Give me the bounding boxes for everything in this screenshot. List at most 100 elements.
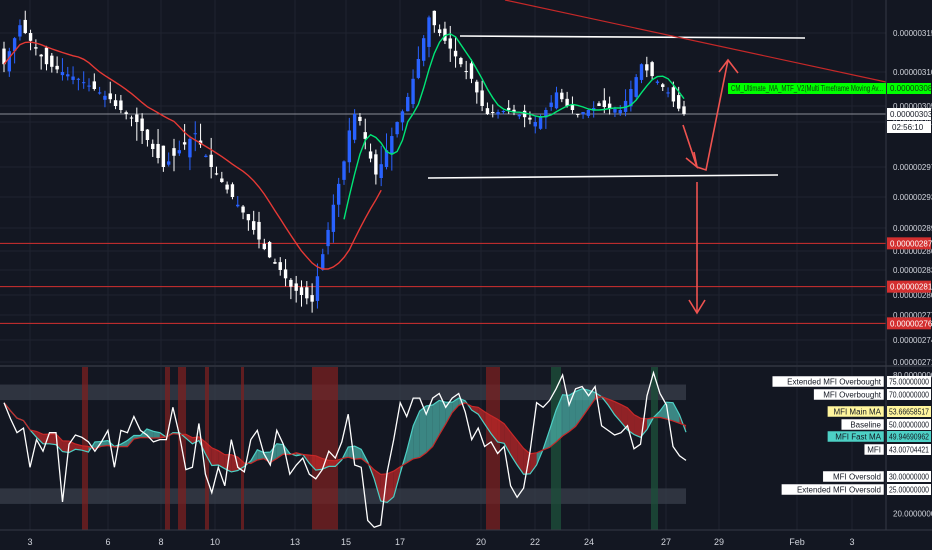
mfi-level-name-tag	[781, 483, 885, 496]
mfi-ribbon-segment	[426, 405, 433, 453]
candle-body	[262, 243, 267, 250]
candle-body	[193, 133, 197, 135]
price-tick-label: 0.00000286	[893, 247, 932, 256]
mfi-pane[interactable]	[3, 370, 687, 529]
candle-body	[321, 254, 325, 270]
mfi-level-value: 70.00000000	[889, 391, 929, 400]
mfi-ribbon-segment	[49, 433, 56, 445]
candle-body	[156, 143, 160, 158]
candle-body	[565, 98, 569, 106]
candle-body	[273, 262, 277, 264]
mfi-ribbon-segment	[419, 405, 427, 458]
mfi-level-name: Extended MFI Overbought	[787, 378, 882, 387]
candle-body	[145, 129, 150, 140]
mfi-level-name-tag	[822, 470, 885, 483]
price-tick-label: 0.00000310	[893, 68, 932, 77]
candle-body	[87, 85, 91, 87]
candle-body	[55, 65, 59, 70]
candle-body	[443, 28, 447, 41]
oversold-band	[0, 488, 686, 504]
candle-body	[432, 10, 437, 26]
support-price-label: 0.00000287	[890, 239, 932, 248]
candle-body	[331, 204, 336, 232]
candle-body	[129, 117, 134, 119]
candle-body	[326, 229, 330, 247]
descending-trendline	[504, 0, 887, 83]
time-tick-label: 27	[661, 537, 671, 547]
candle-body	[7, 51, 12, 72]
candle-body	[384, 150, 389, 168]
time-tick-label: 22	[530, 537, 540, 547]
mfi-level-value: 53.66658517	[889, 408, 929, 417]
mfi-axis[interactable]: 80.00000000 20.00000000 Extended MFI Overb…	[771, 371, 932, 518]
price-pane[interactable]	[0, 0, 887, 324]
candle-body	[44, 47, 49, 65]
candle-body	[135, 114, 139, 122]
candle-body	[236, 204, 240, 207]
candle-body	[257, 221, 261, 240]
time-tick-label: 17	[395, 537, 405, 547]
candle-body	[342, 161, 346, 180]
candle-body	[39, 54, 43, 57]
mfi-level-name: MFI Oversold	[833, 473, 881, 482]
candle-body	[639, 64, 644, 80]
candle-body	[18, 25, 22, 37]
overbought-band	[0, 384, 686, 401]
candle-body	[629, 89, 633, 107]
projection-arrow-up	[682, 59, 729, 172]
candle-body	[299, 287, 304, 295]
mfi-ribbon-segment	[55, 433, 63, 452]
candle-body	[108, 93, 112, 100]
price-tick-label: 0.00000271	[893, 358, 932, 367]
price-tick-label: 0.00000283	[893, 266, 932, 275]
time-tick-label: 15	[341, 537, 351, 547]
mfi-ribbon-segment	[205, 442, 212, 466]
mfi-level-value: 43.00704421	[889, 446, 929, 455]
candle-body	[554, 92, 559, 109]
time-tick-label: 24	[584, 537, 594, 547]
candle-body	[347, 130, 352, 163]
time-tick-label: 3	[849, 537, 854, 547]
mfi-ribbon-segment	[185, 434, 193, 444]
candle-body	[172, 148, 176, 156]
candle-body	[421, 38, 426, 61]
time-tick-label: 13	[290, 537, 300, 547]
time-tick-label: 8	[158, 537, 163, 547]
mfi-ribbon-segment	[608, 399, 615, 415]
time-tick-label: 29	[714, 537, 724, 547]
range-bottom-line	[427, 174, 779, 179]
time-tick-label: 3	[27, 537, 32, 547]
mfi-level-value: 30.00000000	[889, 473, 929, 482]
mfi-level-name-tag	[863, 443, 885, 456]
time-axis[interactable]: 3 6 8 10 13 15 17 20 22 24 27 29 Feb 3	[27, 537, 854, 547]
mfi-ribbon-segment	[484, 411, 492, 434]
mfi-ribbon-segment	[549, 410, 557, 448]
candle-body	[528, 117, 532, 120]
candle-body	[23, 19, 27, 33]
candle-body	[81, 82, 86, 84]
time-tick-label: Feb	[789, 537, 805, 547]
mfi-level-name: MFI Overbought	[823, 391, 882, 400]
arrow-head-down	[688, 299, 706, 315]
candle-body	[607, 103, 612, 108]
candle-body	[251, 221, 256, 230]
price-tick-label: 0.00000305	[893, 102, 932, 111]
mfi-ribbon-segment	[523, 448, 531, 475]
price-tags: 0.00000287 0.00000281 0.00000276 0.00000303…	[728, 83, 932, 330]
candle-body	[315, 276, 320, 301]
oversold-signal-column	[165, 366, 170, 530]
candle-body	[336, 183, 341, 205]
mfi-ribbon-segment	[263, 452, 271, 463]
candle-body	[358, 116, 362, 121]
candle-body	[71, 76, 75, 80]
candle-body	[363, 132, 367, 139]
support-price-tag	[887, 317, 931, 330]
mfi-ribbon-segment	[478, 407, 485, 424]
candle-body	[310, 295, 314, 302]
candle-body	[634, 77, 638, 97]
candle-body	[246, 214, 251, 221]
candle-body	[92, 81, 97, 89]
mfi-ribbon-segment	[445, 402, 453, 425]
fast-ma-line	[343, 33, 685, 220]
